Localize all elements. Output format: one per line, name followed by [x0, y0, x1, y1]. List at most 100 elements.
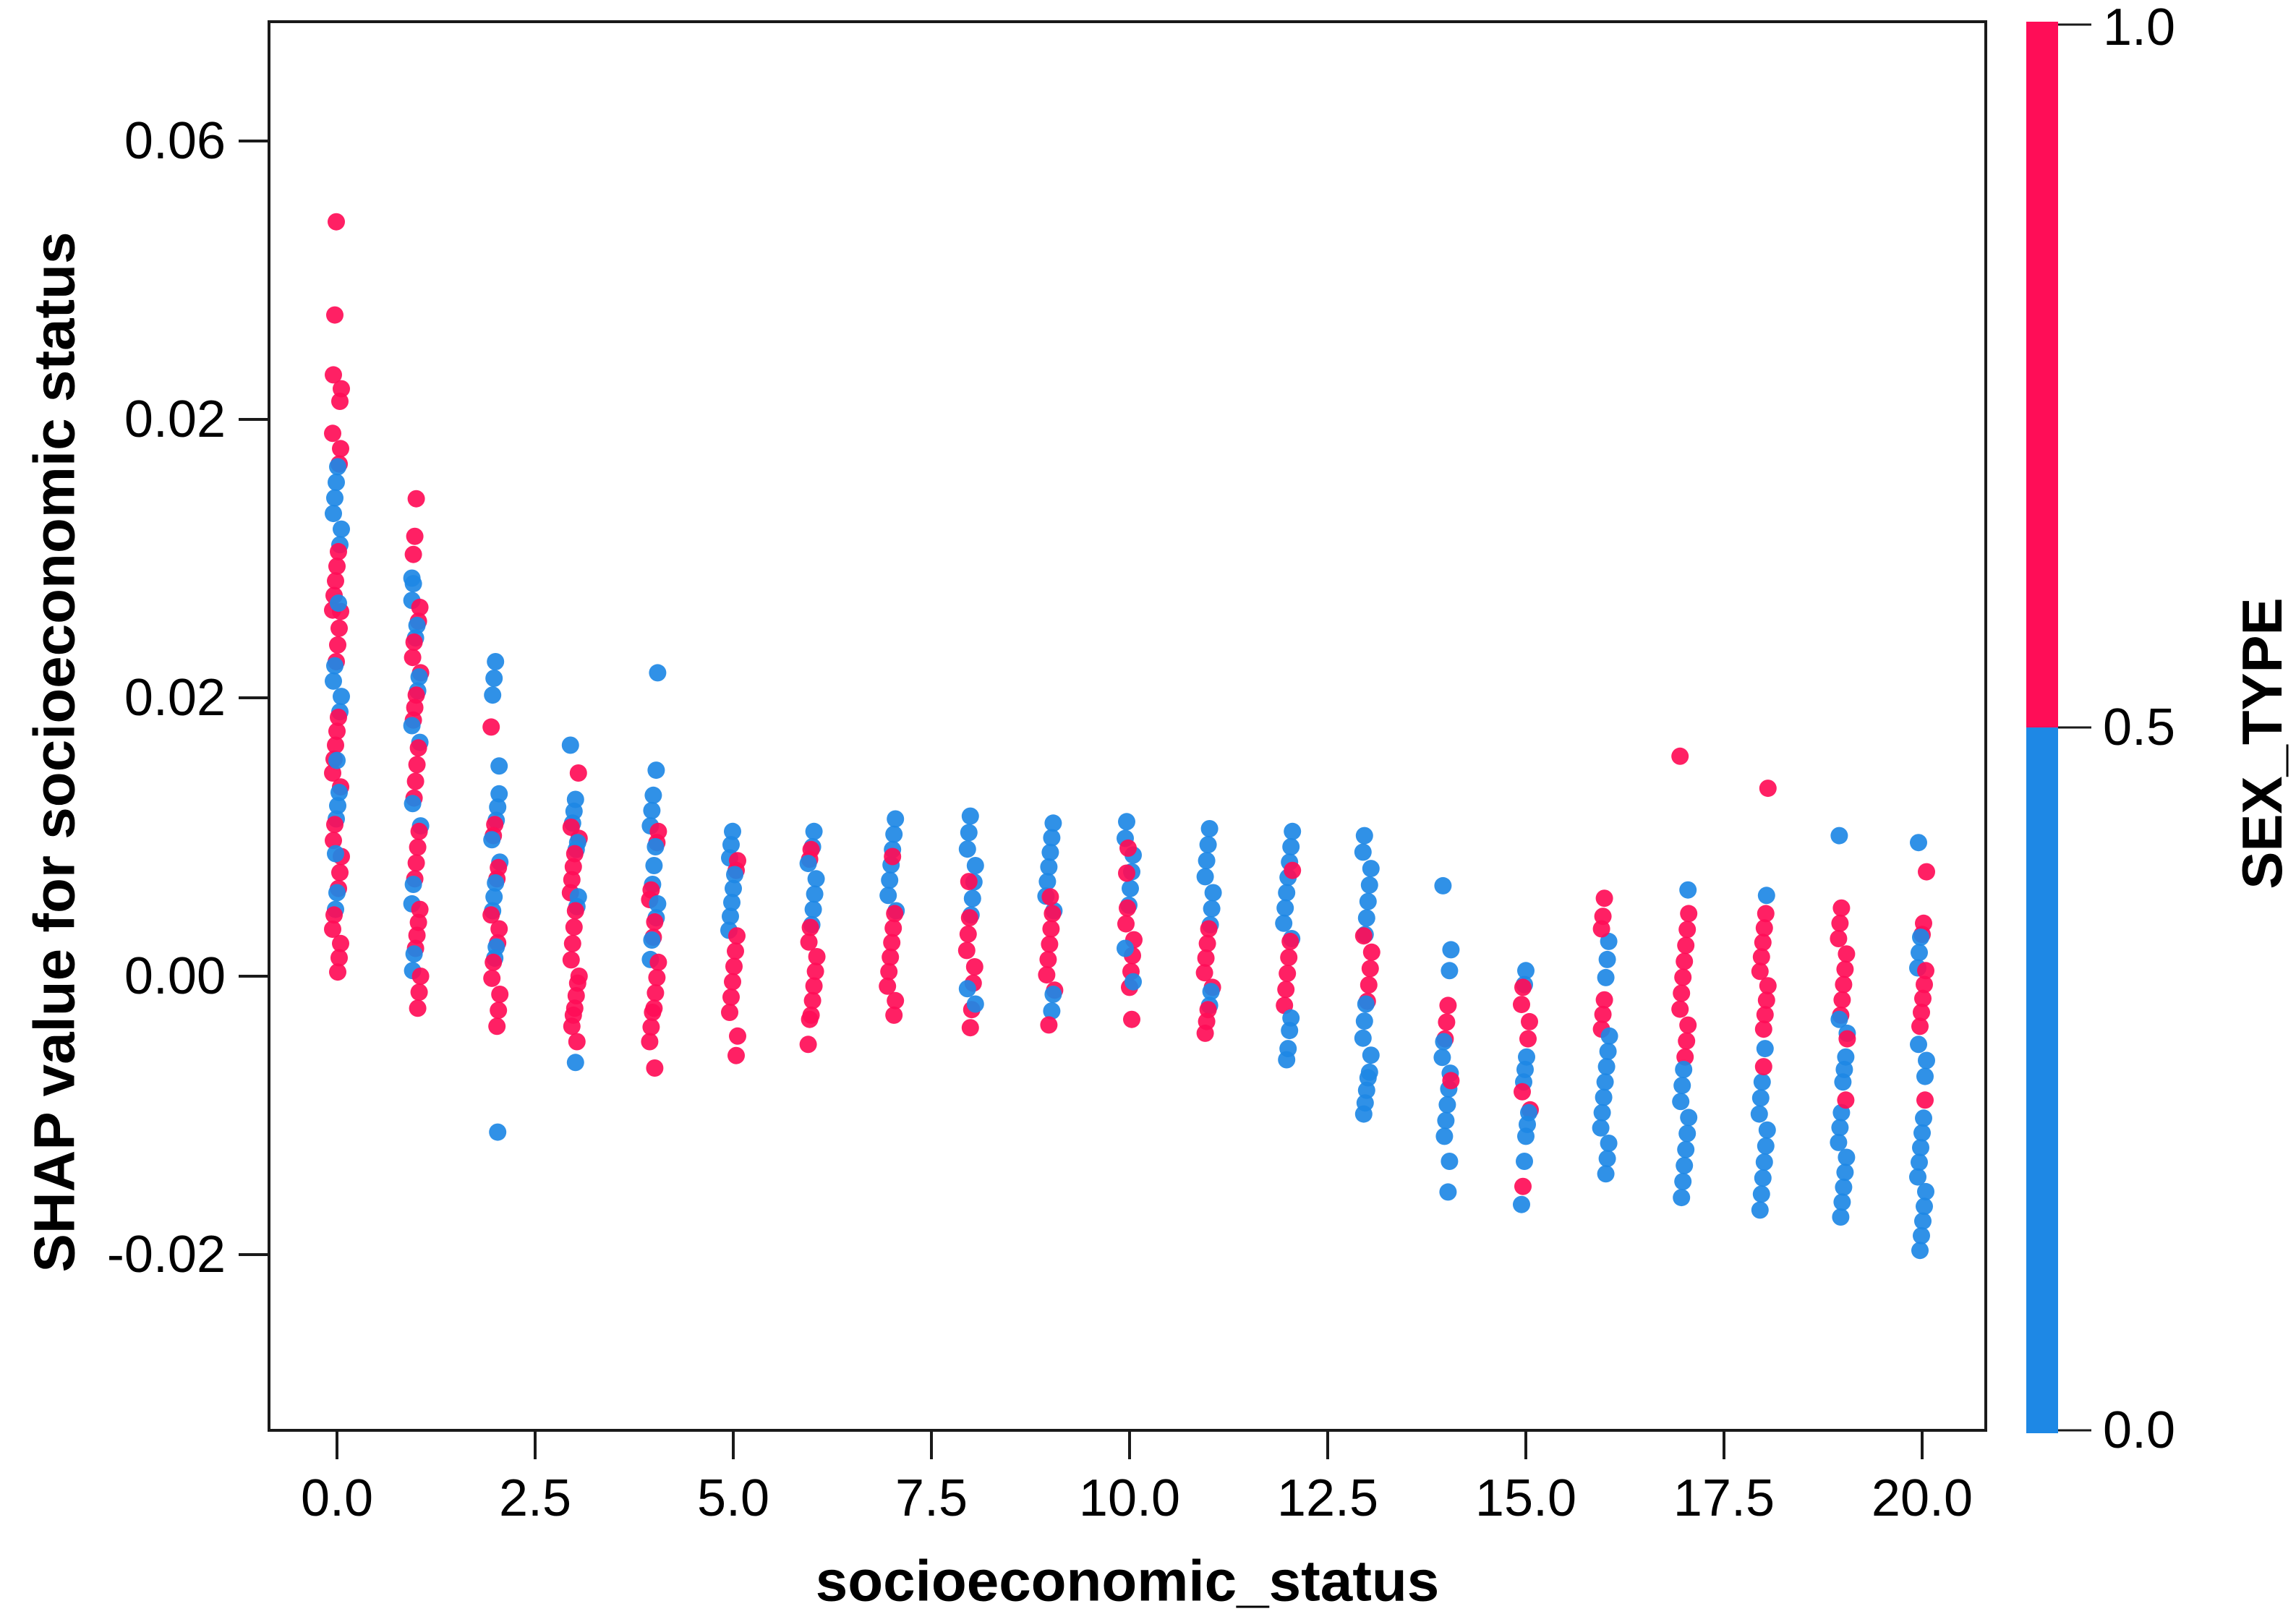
scatter-point	[1204, 884, 1222, 902]
scatter-point	[1438, 1013, 1456, 1031]
x-tick-label: 5.0	[697, 1469, 769, 1527]
scatter-point	[1671, 747, 1689, 765]
scatter-point	[722, 988, 740, 1006]
scatter-point	[1513, 996, 1530, 1014]
scatter-point	[332, 440, 349, 458]
scatter-point	[1198, 934, 1216, 952]
scatter-point	[1514, 1083, 1531, 1101]
colorbar-bottom-segment	[2026, 727, 2058, 1433]
scatter-point	[1830, 1010, 1848, 1028]
scatter-point	[1600, 932, 1618, 950]
scatter-point	[406, 772, 424, 790]
scatter-point	[1280, 949, 1298, 966]
scatter-point	[1594, 1005, 1612, 1023]
scatter-point	[1040, 1016, 1058, 1034]
scatter-point	[1284, 861, 1302, 879]
scatter-point	[1044, 986, 1062, 1003]
scatter-point	[1757, 1137, 1775, 1155]
scatter-point	[646, 984, 665, 1002]
scatter-point	[1833, 991, 1851, 1009]
scatter-point	[330, 619, 348, 637]
scatter-point	[329, 636, 346, 654]
scatter-point	[1284, 822, 1302, 840]
scatter-point	[1676, 1156, 1694, 1174]
scatter-point	[1362, 860, 1380, 878]
scatter-point	[1832, 899, 1851, 917]
scatter-point	[1354, 1029, 1372, 1047]
scatter-point	[562, 951, 580, 969]
scatter-point	[1910, 1036, 1927, 1054]
scatter-point	[1516, 1153, 1533, 1170]
scatter-point	[727, 1046, 745, 1064]
scatter-point	[328, 213, 345, 231]
scatter-point	[649, 664, 667, 682]
scatter-point	[329, 963, 346, 981]
plot-border	[268, 20, 1987, 1432]
scatter-point	[1517, 1127, 1535, 1145]
scatter-point	[1671, 1000, 1689, 1018]
scatter-point	[1196, 1024, 1214, 1042]
scatter-point	[1355, 1012, 1373, 1030]
scatter-point	[1676, 952, 1694, 970]
scatter-point	[724, 973, 741, 991]
x-tick-label: 15.0	[1475, 1469, 1576, 1527]
x-tick-label: 12.5	[1277, 1469, 1378, 1527]
scatter-point	[1832, 1208, 1850, 1226]
scatter-point	[1673, 984, 1691, 1002]
scatter-point	[1831, 914, 1849, 932]
scatter-point	[1200, 820, 1219, 837]
scatter-point	[1918, 863, 1935, 881]
scatter-point	[1441, 1153, 1459, 1170]
scatter-point	[1118, 864, 1135, 882]
scatter-point	[1043, 829, 1061, 847]
scatter-point	[803, 991, 821, 1009]
scatter-point	[482, 906, 500, 924]
scatter-point	[487, 653, 505, 670]
scatter-point	[1754, 1058, 1772, 1076]
scatter-point	[485, 670, 503, 687]
scatter-point	[563, 1017, 581, 1036]
scatter-point	[641, 1033, 659, 1051]
scatter-point	[1757, 991, 1775, 1009]
scatter-point	[1199, 836, 1217, 854]
scatter-point	[1836, 960, 1854, 978]
scatter-point	[487, 874, 505, 892]
scatter-point	[807, 870, 825, 888]
scatter-point	[1362, 943, 1380, 961]
scatter-point	[1355, 827, 1373, 845]
scatter-point	[965, 958, 983, 975]
scatter-point	[1041, 843, 1059, 861]
scatter-point	[1830, 1133, 1848, 1151]
scatter-point	[1678, 1124, 1697, 1143]
scatter-point	[1038, 873, 1057, 891]
x-tick-label: 2.5	[499, 1469, 571, 1527]
scatter-point	[1514, 978, 1532, 996]
scatter-point	[1592, 920, 1610, 938]
scatter-point	[1673, 1077, 1691, 1095]
scatter-point	[325, 505, 342, 523]
scatter-point	[482, 718, 500, 736]
scatter-point	[1278, 884, 1296, 902]
scatter-point	[484, 686, 502, 704]
scatter-point	[405, 633, 423, 651]
scatter-point	[887, 991, 905, 1009]
scatter-point	[407, 490, 425, 508]
scatter-point	[799, 855, 817, 873]
scatter-point	[1044, 905, 1062, 923]
scatter-point	[724, 822, 741, 840]
colorbar-tick-label: 0.0	[2103, 1401, 2175, 1459]
scatter-point	[410, 668, 428, 686]
scatter-point	[1277, 981, 1295, 999]
scatter-point	[1917, 1182, 1934, 1200]
scatter-point	[1357, 995, 1375, 1013]
x-tick-label: 20.0	[1872, 1469, 1973, 1527]
scatter-point	[1750, 1105, 1768, 1123]
scatter-point	[1752, 1185, 1770, 1203]
scatter-point	[411, 900, 429, 918]
scatter-point	[804, 900, 822, 918]
scatter-point	[721, 1004, 738, 1021]
scatter-point	[328, 751, 346, 769]
scatter-point	[1838, 1030, 1856, 1048]
scatter-point	[723, 894, 741, 911]
scatter-point	[649, 894, 667, 913]
